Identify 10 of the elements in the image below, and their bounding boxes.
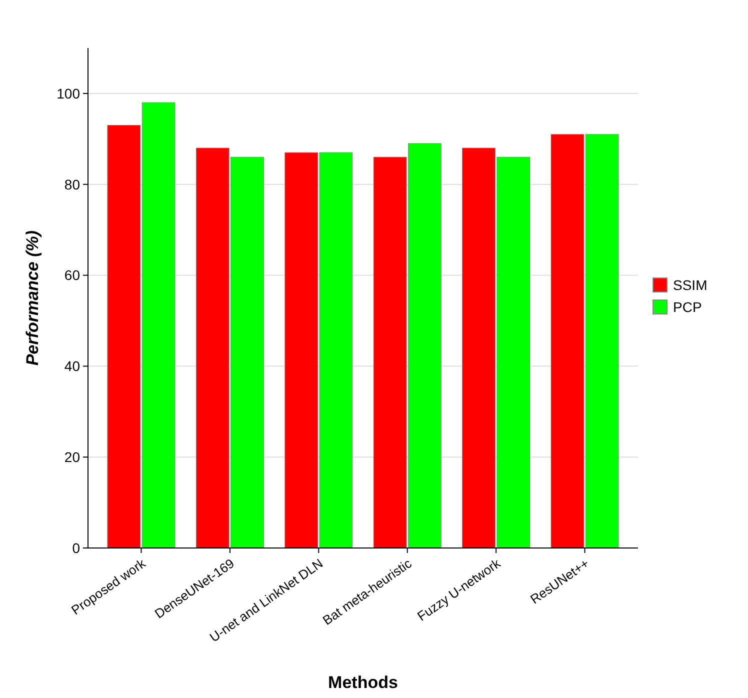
y-tick-label: 40 xyxy=(64,358,80,374)
y-tick-label: 20 xyxy=(64,448,80,465)
legend-label: PCP xyxy=(673,299,702,315)
y-tick-label: 100 xyxy=(56,85,80,102)
y-tick-label: 0 xyxy=(72,540,80,556)
y-tick-label: 80 xyxy=(64,176,80,192)
x-axis-title: Methods xyxy=(328,673,398,692)
y-axis-title: Performance (%) xyxy=(23,230,42,366)
y-tick-label: 60 xyxy=(64,267,80,284)
legend-label: SSIM xyxy=(673,277,708,293)
